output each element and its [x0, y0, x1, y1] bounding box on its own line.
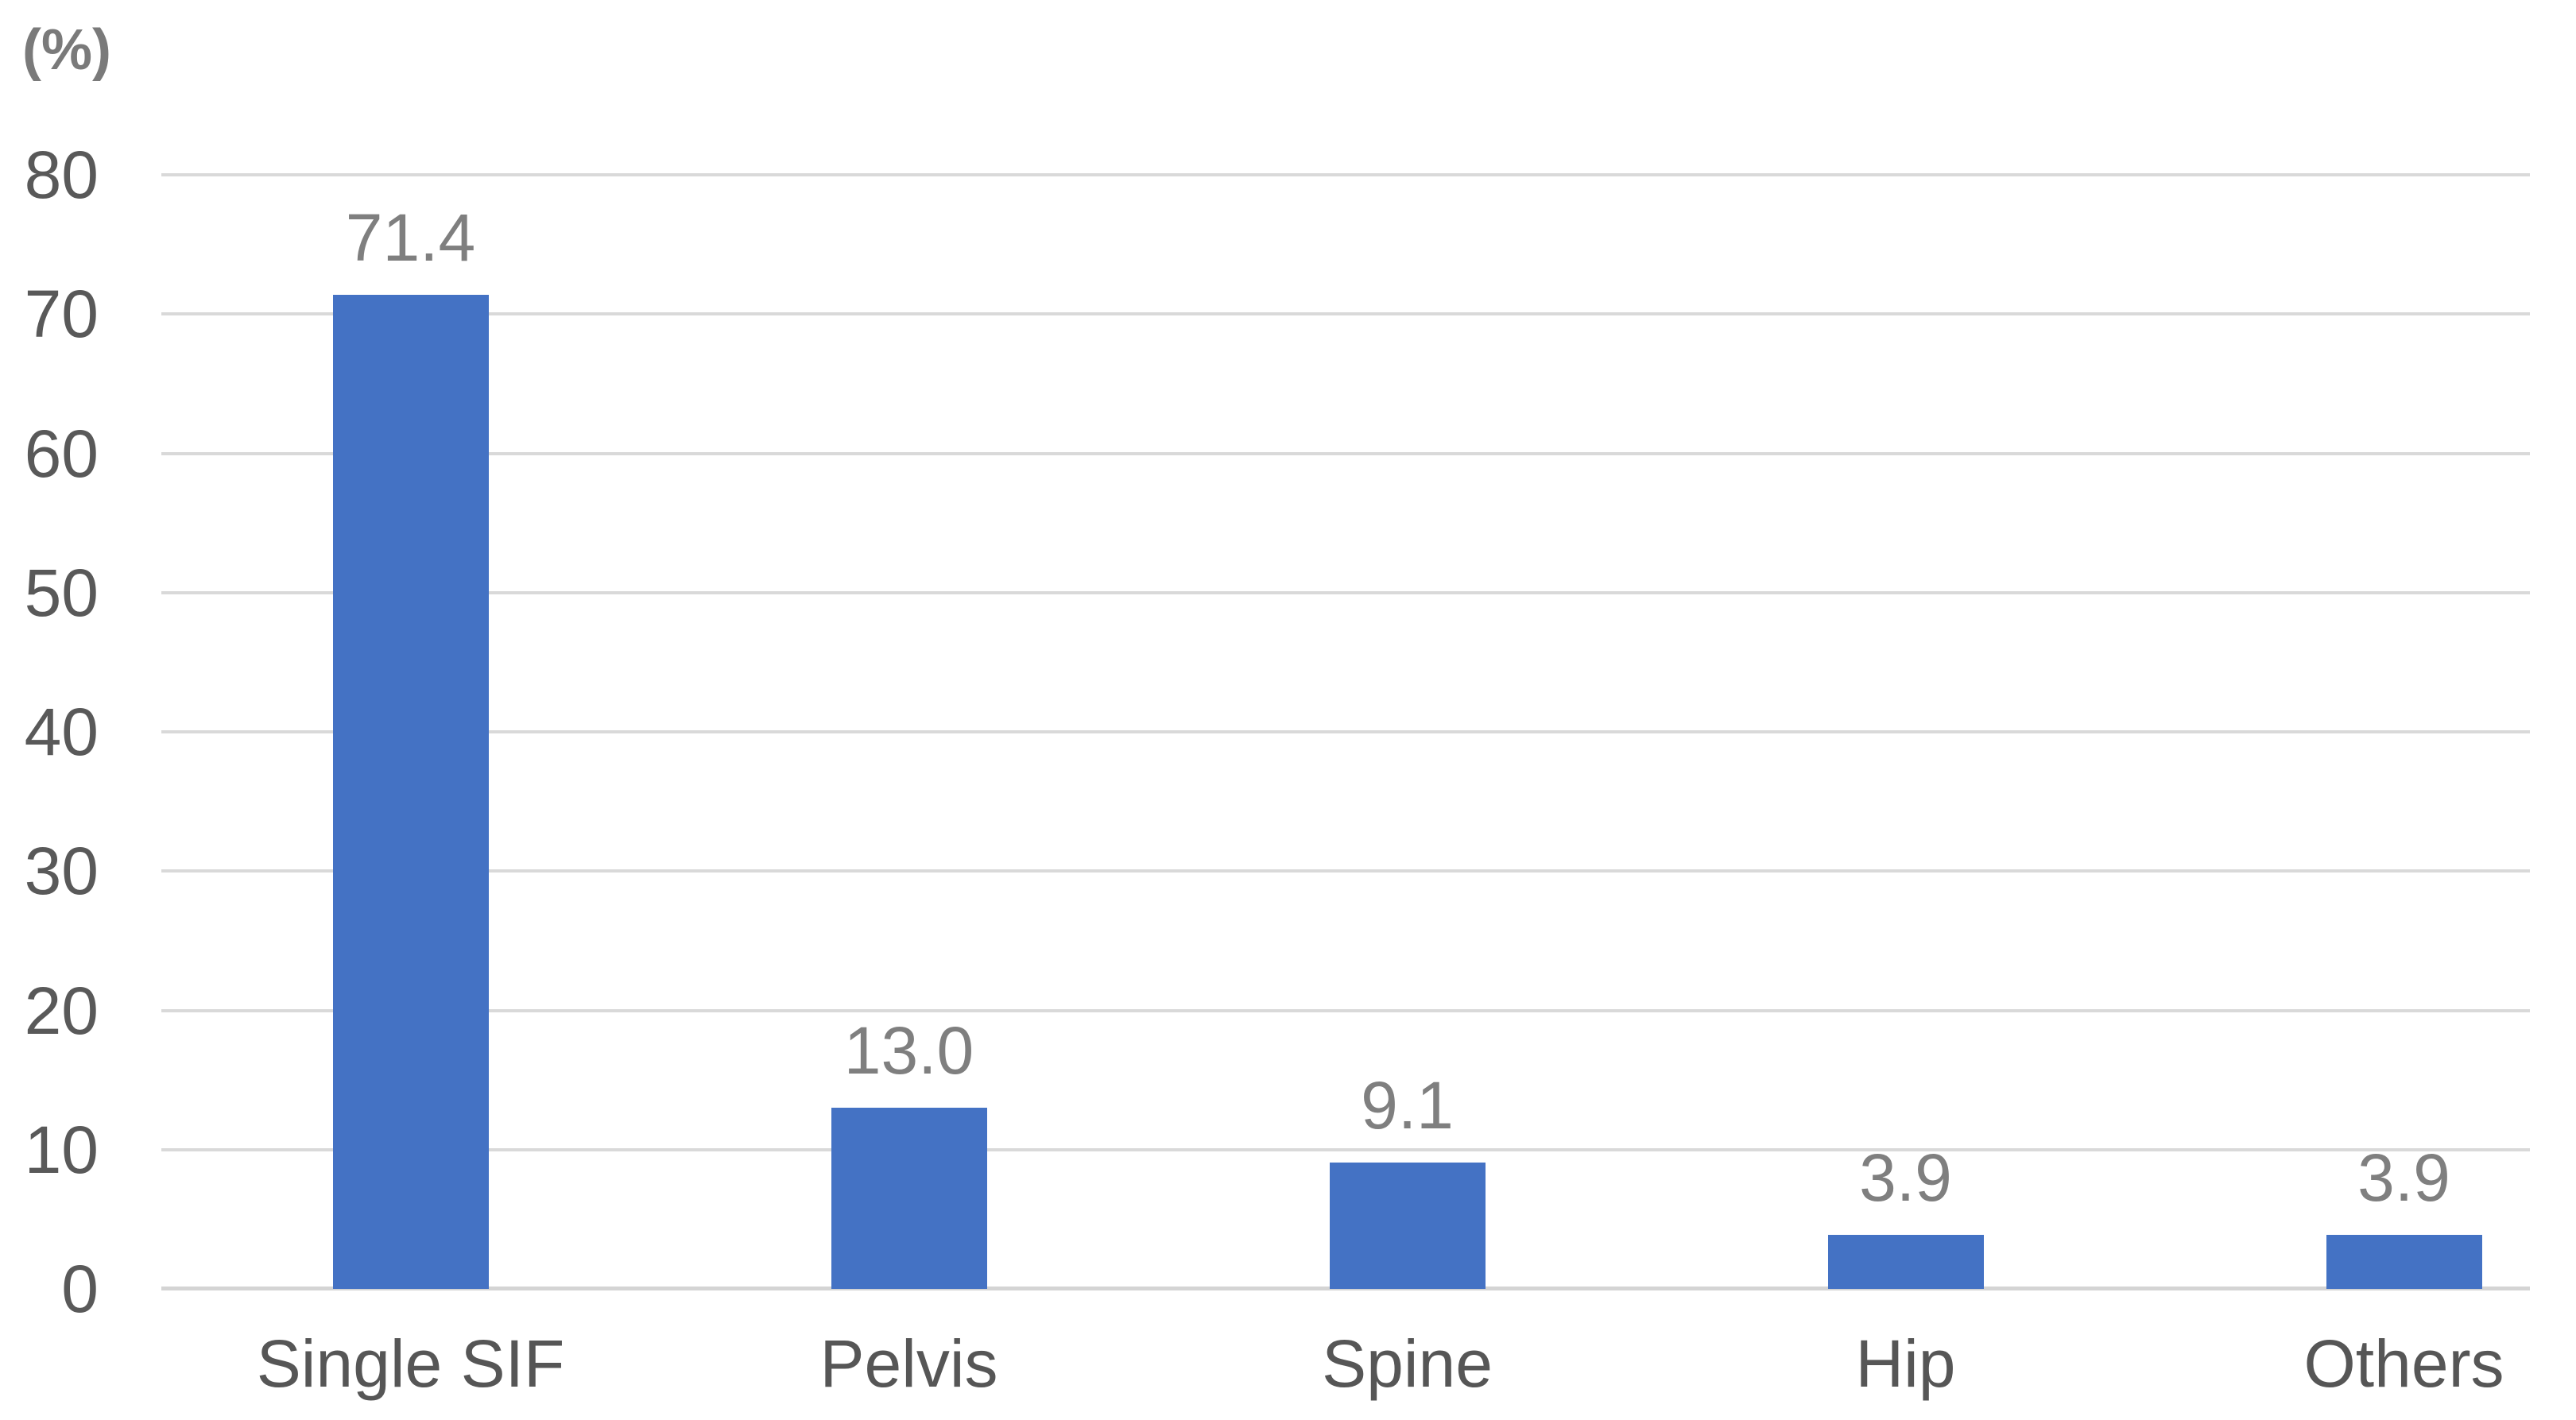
bar: [1329, 1162, 1486, 1289]
bar-value-label: 9.1: [1361, 1067, 1454, 1143]
y-axis-tick-labels: 0 10 20 30 40 50 60 70 80: [0, 141, 99, 1322]
category-label: Pelvis: [819, 1326, 998, 1401]
bar: [2326, 1234, 2482, 1289]
y-tick-label: 40: [24, 695, 99, 769]
y-tick-label: 80: [24, 137, 99, 212]
y-tick-label: 60: [24, 416, 99, 491]
bar-value-label: 3.9: [1859, 1139, 1952, 1215]
category-label: Spine: [1322, 1326, 1493, 1401]
gridline: [161, 173, 2530, 176]
bar-value-label: 13.0: [843, 1013, 974, 1089]
y-tick-label: 20: [24, 973, 99, 1048]
y-tick-label: 0: [61, 1252, 99, 1326]
y-tick-label: 50: [24, 555, 99, 630]
bar: [332, 294, 489, 1289]
bar-value-label: 3.9: [2357, 1139, 2450, 1215]
bar: [831, 1108, 987, 1289]
gridline: [161, 730, 2530, 733]
gridline: [161, 451, 2530, 455]
y-tick-label: 10: [24, 1112, 99, 1187]
y-tick-label: 70: [24, 277, 99, 352]
category-label: Single SIF: [256, 1326, 565, 1401]
bar: [1827, 1234, 1984, 1289]
plot-area: 71.4 Single SIF 13.0 Pelvis 9.1 Spine 3.9 Hip 3.…: [161, 173, 2530, 1397]
category-label: Others: [2303, 1326, 2504, 1401]
gridline: [161, 590, 2530, 594]
category-label: Hip: [1855, 1326, 1956, 1401]
gridline: [161, 1147, 2530, 1151]
gridline: [161, 312, 2530, 316]
y-tick-label: 30: [24, 834, 99, 909]
gridline: [161, 869, 2530, 873]
y-axis-unit-label: (%): [22, 18, 111, 82]
bar-value-label: 71.4: [345, 199, 476, 275]
gridline: [161, 1008, 2530, 1012]
